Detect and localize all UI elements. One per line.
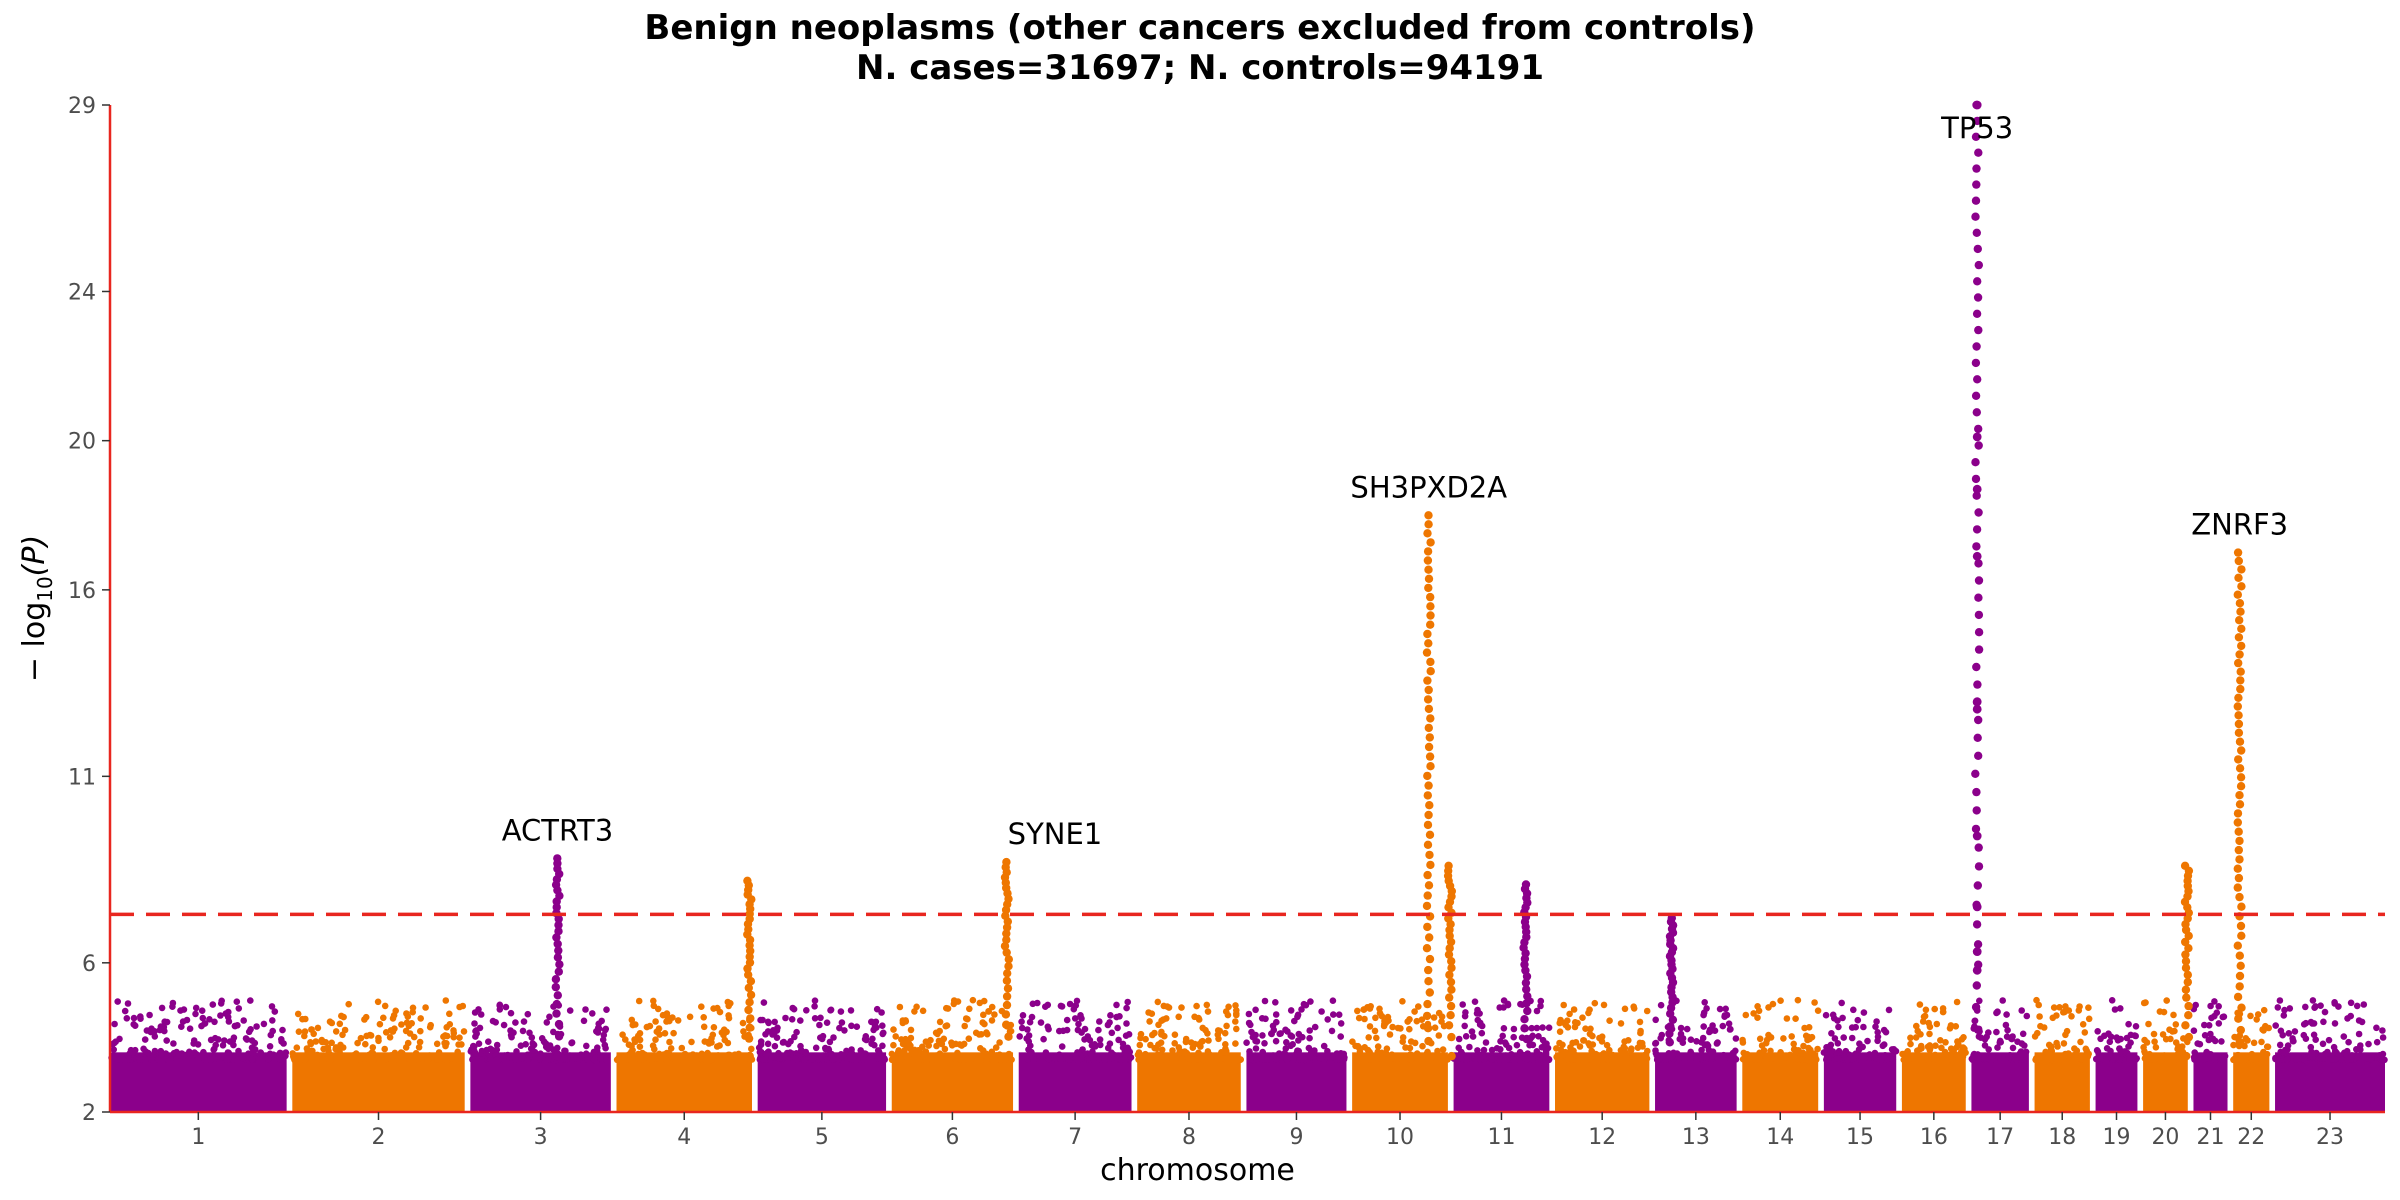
peak-SH3PXD2A (1422, 511, 1435, 1061)
gene-label-actrt3: ACTRT3 (502, 813, 614, 847)
chromosome-15-points (1820, 999, 1900, 1112)
chromosome-4-points (613, 997, 756, 1112)
gene-label-tp53: TP53 (1940, 111, 2013, 145)
y-tick-label: 24 (68, 280, 96, 305)
chromosome-14-points (1739, 996, 1822, 1112)
x-tick-label-23: 23 (2316, 1125, 2344, 1150)
peak-ZNRF3 (2233, 548, 2246, 1061)
gene-label-syne1: SYNE1 (1008, 817, 1103, 851)
x-tick-label-17: 17 (1986, 1125, 2014, 1150)
chromosome-19-points (2092, 997, 2140, 1112)
x-axis-title: chromosome (1100, 1153, 1295, 1188)
y-tick-label: 2 (82, 1101, 96, 1126)
y-tick-label: 11 (68, 765, 96, 790)
chromosome-1-points (108, 997, 290, 1112)
y-tick-label: 29 (68, 94, 96, 119)
chromosome-7-points (1016, 997, 1135, 1112)
chromosome-20-points (2140, 997, 2191, 1112)
chromosome-6-points (888, 996, 1015, 1112)
chromosome-17-points (1968, 997, 2031, 1112)
peak-SYNE1 (1000, 857, 1013, 1061)
x-tick-label-20: 20 (2151, 1125, 2179, 1150)
chromosome-12-points (1553, 999, 1651, 1112)
chromosome-22-points (2230, 1006, 2272, 1112)
x-tick-label-7: 7 (1068, 1125, 1082, 1150)
x-tick-label-3: 3 (534, 1125, 548, 1150)
chromosome-3-points (467, 1001, 611, 1112)
x-tick-label-2: 2 (372, 1125, 386, 1150)
chromosome-21-points (2190, 998, 2229, 1112)
peak-TP53 (1971, 100, 1984, 1061)
x-tick-label-22: 22 (2237, 1125, 2265, 1150)
chromosome-23-points (2272, 997, 2388, 1112)
chromosome-11-points (1450, 997, 1553, 1112)
points-layer (108, 100, 2388, 1112)
x-tick-label-8: 8 (1182, 1125, 1196, 1150)
y-tick-label: 16 (68, 579, 96, 604)
x-tick-label-16: 16 (1920, 1125, 1948, 1150)
x-tick-label-6: 6 (945, 1125, 959, 1150)
chart-title: Benign neoplasms (other cancers excluded… (644, 8, 1756, 48)
gene-label-znrf3: ZNRF3 (2191, 508, 2288, 542)
chromosome-8-points (1134, 998, 1244, 1112)
chromosome-13-points (1652, 997, 1740, 1112)
peak-chr20-8 (2180, 861, 2194, 1061)
x-tick-label-11: 11 (1487, 1125, 1515, 1150)
gene-labels: ACTRT3 SYNE1 SH3PXD2A TP53 ZNRF3 (502, 111, 2288, 851)
chart-subtitle: N. cases=31697; N. controls=94191 (855, 48, 1545, 88)
x-tick-label-4: 4 (677, 1125, 691, 1150)
y-tick-label: 6 (82, 952, 96, 977)
x-tick-label-15: 15 (1846, 1125, 1874, 1150)
peak-chr10-4 (1443, 861, 1457, 1061)
y-tick-label: 20 (68, 430, 96, 455)
gene-label-sh3pxd2a: SH3PXD2A (1350, 470, 1507, 504)
x-tick-label-19: 19 (2102, 1125, 2130, 1150)
y-axis-title: − log10(P) (17, 535, 57, 682)
x-tick-label-1: 1 (191, 1125, 205, 1150)
chromosome-9-points (1243, 997, 1348, 1112)
peak-chr11-5 (1519, 880, 1532, 1061)
x-tick-label-14: 14 (1766, 1125, 1794, 1150)
x-tick-label-21: 21 (2196, 1125, 2224, 1150)
chromosome-18-points (2031, 996, 2093, 1112)
x-tick-label-10: 10 (1386, 1125, 1414, 1150)
chromosome-16-points (1899, 998, 1969, 1112)
x-tick-label-12: 12 (1588, 1125, 1616, 1150)
x-tick-label-13: 13 (1682, 1125, 1710, 1150)
chromosome-10-points (1349, 998, 1451, 1112)
chromosome-2-points (289, 997, 468, 1112)
peak-ACTRT3 (551, 854, 564, 1061)
x-tick-label-18: 18 (2048, 1125, 2076, 1150)
x-tick-label-5: 5 (815, 1125, 829, 1150)
x-tick-label-9: 9 (1289, 1125, 1303, 1150)
chromosome-5-points (755, 997, 888, 1112)
peak-chr4-1 (743, 876, 756, 1061)
